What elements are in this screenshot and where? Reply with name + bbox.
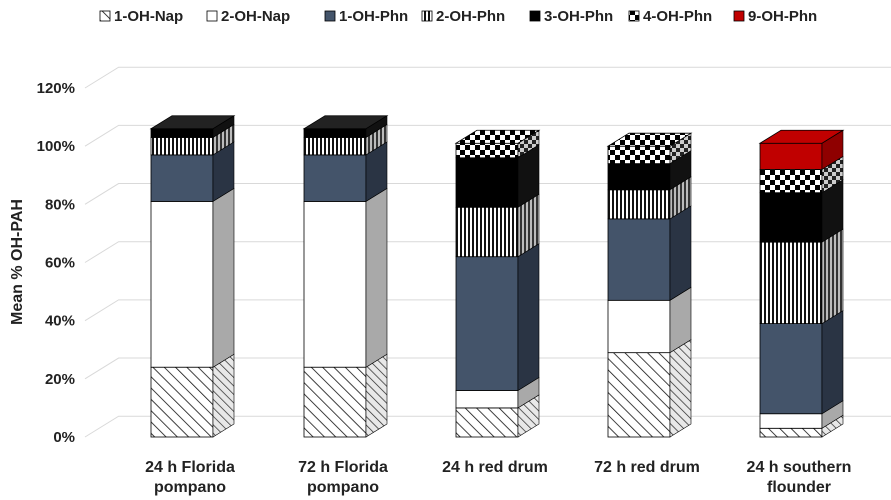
bar-stack [302, 115, 389, 438]
y-tick-label: 60% [45, 255, 75, 272]
legend-label: 4-OH-Phn [643, 8, 712, 25]
bar-segment [303, 141, 388, 202]
bar-stack [454, 129, 541, 438]
x-category-label: 24 h red drum [442, 459, 548, 476]
bar-segment [455, 376, 540, 409]
bar-segment [303, 123, 388, 156]
bar-segment [150, 353, 235, 438]
bar-segment [759, 129, 844, 170]
legend-swatch [529, 10, 541, 22]
x-category-label: 72 h Florida pompano [298, 459, 388, 496]
bar-stack [149, 115, 236, 438]
legend-item: 3-OH-Phn [529, 8, 613, 25]
bar-segment [759, 400, 844, 429]
bar-segment [759, 155, 844, 194]
gridline [84, 124, 891, 147]
y-tick-label: 0% [53, 429, 75, 446]
y-tick-label: 100% [37, 138, 75, 155]
y-tick-label: 80% [45, 196, 75, 213]
bar-segment [607, 132, 692, 165]
legend-swatch [733, 10, 745, 22]
bar-segment [607, 205, 692, 301]
legend-swatch [99, 10, 111, 22]
grid-layer [84, 66, 891, 438]
y-tick-label: 20% [45, 371, 75, 388]
legend-swatch [206, 10, 218, 22]
legend-label: 2-OH-Phn [436, 8, 505, 25]
legend-label: 3-OH-Phn [544, 8, 613, 25]
legend-swatch [628, 10, 640, 22]
legend-item: 2-OH-Nap [206, 8, 290, 25]
bar-top-face [606, 132, 693, 147]
bar-segment [607, 339, 692, 438]
legend-label: 9-OH-Phn [748, 8, 817, 25]
bar-top-face [454, 129, 541, 144]
x-category-label: 72 h red drum [594, 459, 700, 476]
legend-label: 1-OH-Phn [339, 8, 408, 25]
bar-segment [455, 243, 540, 392]
bar-segment [150, 123, 235, 156]
legend-swatch [421, 10, 433, 22]
x-axis-categories: 24 h Florida pompano 72 h Florida pompano 24… [145, 459, 851, 496]
legend-item: 1-OH-Phn [324, 8, 408, 25]
legend-item: 4-OH-Phn [628, 8, 712, 25]
bar-segment [150, 141, 235, 202]
legend-item: 9-OH-Phn [733, 8, 817, 25]
bar-segment [455, 394, 540, 438]
y-axis-ticks: 0% 20% 40% 60% 80% 100% 120% [37, 80, 75, 446]
bar-segment [607, 176, 692, 220]
bar-segment [455, 144, 540, 208]
gridline [84, 66, 891, 89]
legend-label: 2-OH-Nap [221, 8, 290, 25]
x-category-label: 24 h Florida pompano [145, 459, 235, 496]
y-tick-label: 120% [37, 80, 75, 97]
legend-label: 1-OH-Nap [114, 8, 183, 25]
bar-top-face [302, 115, 389, 130]
bars [149, 115, 845, 438]
bar-top-face [758, 129, 845, 144]
bar-segment [455, 193, 540, 258]
legend-item: 1-OH-Nap [99, 8, 183, 25]
legend: 1-OH-Nap 2-OH-Nap 1-OH-Phn 2-OH-Phn 3-OH-Phn… [99, 8, 817, 25]
legend-item: 2-OH-Phn [421, 8, 505, 25]
bar-segment [150, 187, 235, 368]
bar-stack [758, 129, 845, 438]
bar-segment [607, 286, 692, 354]
bar-stack [606, 132, 693, 438]
y-axis-title: Mean % OH-PAH [9, 199, 26, 325]
bar-segment [759, 228, 844, 325]
legend-swatch [324, 10, 336, 22]
bar-top-face [149, 115, 236, 130]
bar-segment [607, 150, 692, 191]
bar-segment [303, 187, 388, 368]
y-tick-label: 40% [45, 313, 75, 330]
bar-segment [759, 310, 844, 415]
x-category-label: 24 h southern flounder [747, 459, 852, 496]
